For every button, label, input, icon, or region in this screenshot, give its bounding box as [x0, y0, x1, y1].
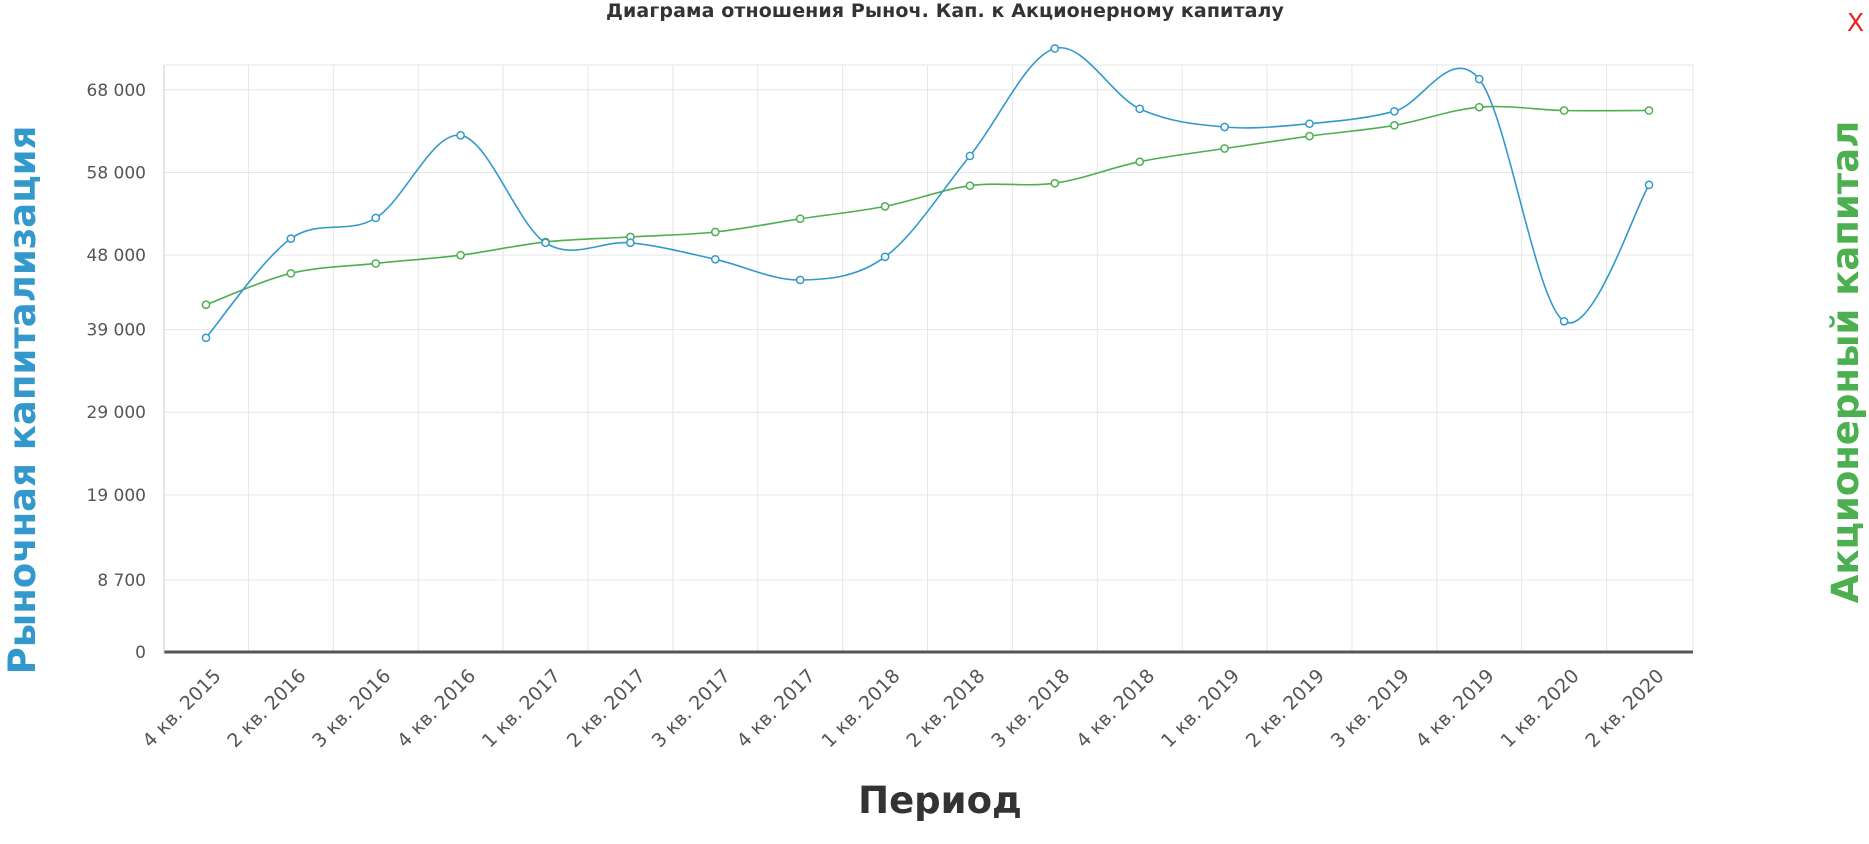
data-point-equity [1135, 157, 1145, 167]
data-point-market-cap [1135, 104, 1145, 114]
y-tick-labels: 0 8 700 19 000 29 000 39 000 48 000 58 000 68 0… [87, 81, 146, 663]
y-tick-label: 19 000 [87, 486, 146, 506]
data-point-equity [371, 259, 381, 268]
y-tick-label: 39 000 [87, 321, 146, 341]
data-point-market-cap [1305, 119, 1314, 129]
data-point-equity [201, 300, 211, 310]
x-tick-label: 3 кв. 2017 [648, 665, 735, 752]
x-tick-label: 3 кв. 2019 [1327, 665, 1414, 752]
data-point-market-cap [371, 213, 381, 223]
data-point-equity [1559, 106, 1569, 115]
y-axis-label-right: Акционерный капитал [1824, 121, 1867, 604]
series-line-equity [205, 105, 1650, 306]
y-tick-label: 29 000 [87, 403, 146, 423]
data-point-market-cap [1644, 180, 1654, 190]
data-point-equity [1220, 144, 1229, 153]
x-tick-label: 2 кв. 2018 [902, 665, 989, 752]
data-point-market-cap [456, 130, 465, 140]
series-lines [205, 46, 1650, 339]
series-line-market-cap [205, 46, 1650, 339]
data-point-market-cap [1050, 44, 1060, 53]
y-tick-label: 8 700 [97, 571, 146, 591]
x-tick-label: 1 кв. 2017 [478, 665, 565, 752]
y-tick-label: 68 000 [87, 81, 146, 101]
axes [163, 65, 1693, 654]
gridlines [163, 64, 1694, 652]
data-point-equity [456, 250, 465, 260]
data-point-market-cap [1220, 122, 1229, 132]
y-tick-label: 48 000 [87, 246, 146, 266]
x-tick-label: 4 кв. 2015 [138, 665, 225, 752]
data-point-market-cap [1474, 74, 1484, 84]
y-axis-label-left: Рыночная капитализация [1, 126, 44, 675]
x-tick-label: 2 кв. 2016 [223, 665, 310, 752]
data-point-market-cap [710, 254, 720, 264]
x-tick-label: 3 кв. 2018 [987, 665, 1074, 752]
x-tick-label: 4 кв. 2019 [1412, 665, 1499, 752]
x-tick-label: 2 кв. 2017 [563, 665, 650, 752]
data-point-market-cap [1390, 106, 1399, 116]
x-tick-label: 1 кв. 2019 [1157, 665, 1244, 752]
data-point-market-cap [1559, 316, 1569, 326]
x-tick-label: 3 кв. 2016 [308, 665, 395, 752]
data-point-market-cap [286, 234, 296, 243]
data-point-equity [1305, 131, 1314, 141]
data-point-market-cap [541, 238, 550, 248]
data-point-equity [1390, 121, 1399, 130]
data-point-market-cap [795, 275, 805, 285]
data-point-market-cap [880, 252, 890, 262]
data-point-market-cap [626, 238, 635, 248]
data-point-equity [1050, 178, 1060, 188]
y-tick-label: 0 [135, 643, 146, 663]
x-tick-label: 2 кв. 2020 [1581, 665, 1668, 752]
x-axis-label: Период [858, 779, 1022, 822]
data-point-market-cap [201, 333, 211, 343]
x-tick-label: 1 кв. 2020 [1497, 665, 1584, 752]
data-point-equity [965, 181, 975, 191]
data-point-equity [1644, 106, 1654, 115]
data-point-equity [880, 202, 890, 211]
data-point-equity [795, 214, 805, 224]
data-point-equity [1474, 102, 1484, 112]
data-point-equity [710, 227, 720, 237]
series-points [201, 44, 1654, 343]
y-tick-label: 58 000 [87, 163, 146, 183]
x-tick-label: 4 кв. 2017 [733, 665, 820, 752]
x-tick-label: 4 кв. 2018 [1072, 665, 1159, 752]
x-tick-label: 4 кв. 2016 [393, 665, 480, 752]
close-icon[interactable]: X [1847, 10, 1865, 36]
x-tick-label: 2 кв. 2019 [1242, 665, 1329, 752]
data-point-equity [286, 268, 296, 278]
plot-background [164, 65, 1693, 652]
x-tick-label: 1 кв. 2018 [817, 665, 904, 752]
chart-title: Диаграма отношения Рыноч. Кап. к Акционе… [606, 0, 1284, 22]
data-point-market-cap [965, 151, 975, 161]
